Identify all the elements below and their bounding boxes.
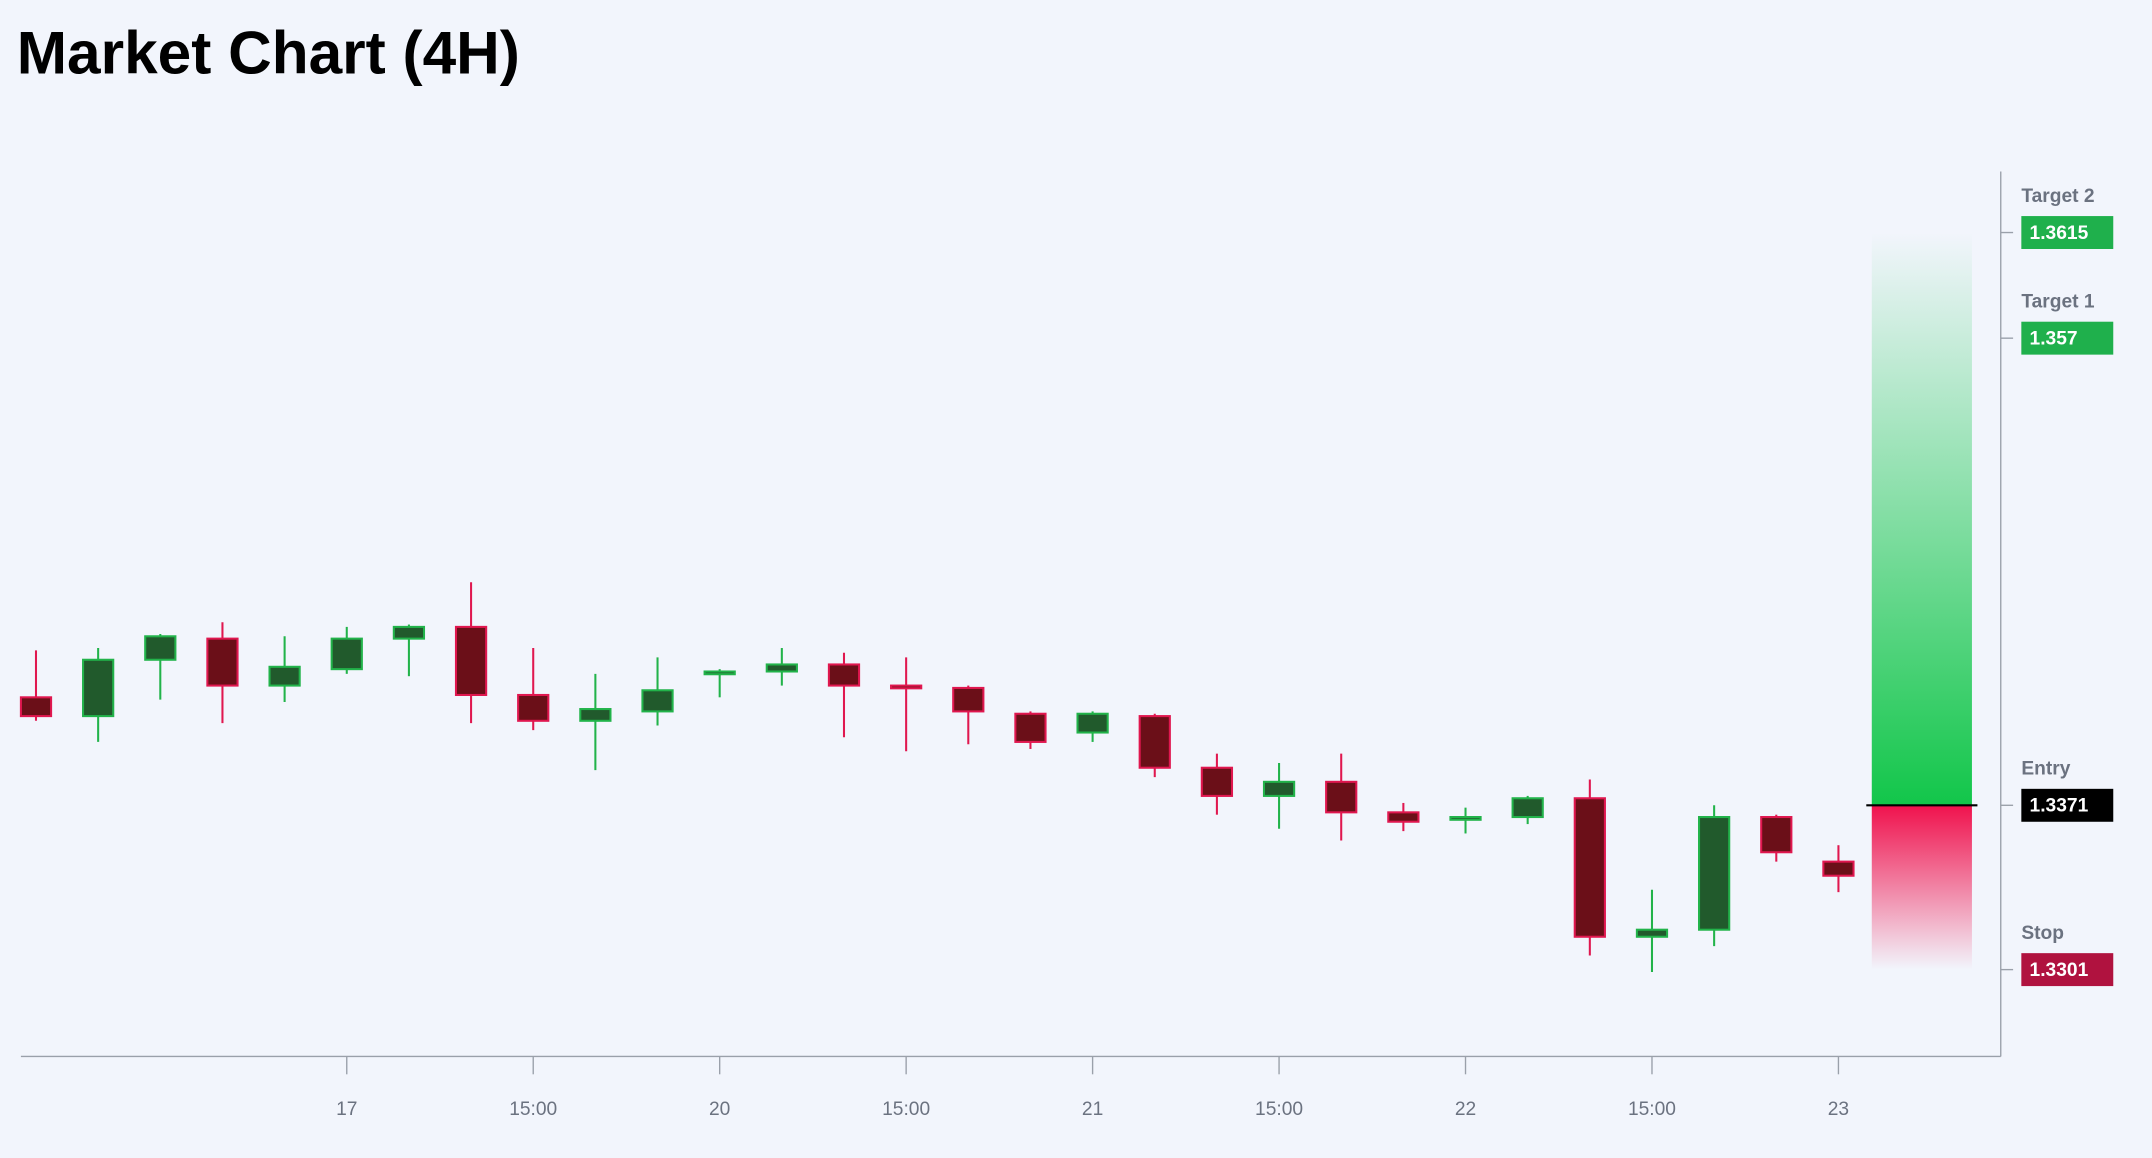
level-value: 1.3615: [2030, 223, 2089, 244]
level-box: [2021, 953, 2114, 987]
level-value: 1.3371: [2030, 796, 2089, 817]
level-value: 1.3301: [2030, 960, 2089, 981]
candle-body: [1698, 816, 1731, 931]
candle-body: [765, 663, 798, 673]
candle-body: [1387, 811, 1420, 823]
loss-zone: [1871, 805, 1972, 970]
candle-body: [454, 625, 488, 697]
candle-body: [579, 708, 612, 722]
candle-body: [890, 684, 923, 690]
candle-body: [392, 625, 426, 640]
candle-body: [82, 658, 115, 718]
chart-title: Market Chart (4H): [17, 19, 520, 87]
candle-body: [1573, 797, 1606, 938]
profit-zone: [1871, 232, 1972, 806]
candle-body: [1262, 780, 1296, 797]
level-value: 1.357: [2030, 329, 2078, 350]
level-box: [2021, 788, 2114, 822]
candle-body: [1138, 715, 1171, 769]
candle-body: [268, 665, 301, 687]
candle-body: [1200, 766, 1234, 797]
candle-body: [144, 635, 177, 661]
x-tick-label: 23: [1828, 1099, 1849, 1120]
candle-body: [1760, 816, 1793, 854]
level-name: Entry: [2021, 759, 2070, 780]
x-tick-label: 17: [336, 1099, 357, 1120]
level-name: Target 1: [2021, 292, 2095, 313]
x-tick-label: 15:00: [882, 1099, 930, 1120]
candle-body: [19, 696, 53, 718]
candle-body: [1822, 860, 1855, 877]
x-tick-label: 15:00: [1255, 1099, 1303, 1120]
x-tick-label: 20: [709, 1099, 730, 1120]
level-name: Target 2: [2021, 186, 2094, 207]
candle-body: [206, 637, 239, 687]
level-box: [2021, 321, 2114, 355]
candle-body: [1014, 712, 1047, 743]
candle-body: [1635, 928, 1669, 938]
candle-body: [952, 686, 985, 713]
x-tick-label: 15:00: [1628, 1099, 1676, 1120]
x-tick-label: 22: [1455, 1099, 1476, 1120]
x-tick-label: 21: [1082, 1099, 1103, 1120]
candle-body: [1325, 780, 1358, 814]
candle-body: [641, 689, 674, 713]
candle-body: [827, 663, 861, 687]
level-box: [2021, 216, 2114, 250]
candle-body: [330, 637, 363, 671]
candle-body: [703, 670, 736, 676]
candle-body: [1511, 797, 1544, 819]
candle-body: [517, 693, 550, 722]
level-name: Stop: [2021, 923, 2064, 944]
candle-body: [1449, 816, 1482, 821]
candle-body: [1076, 712, 1109, 734]
x-tick-label: 15:00: [509, 1099, 557, 1120]
